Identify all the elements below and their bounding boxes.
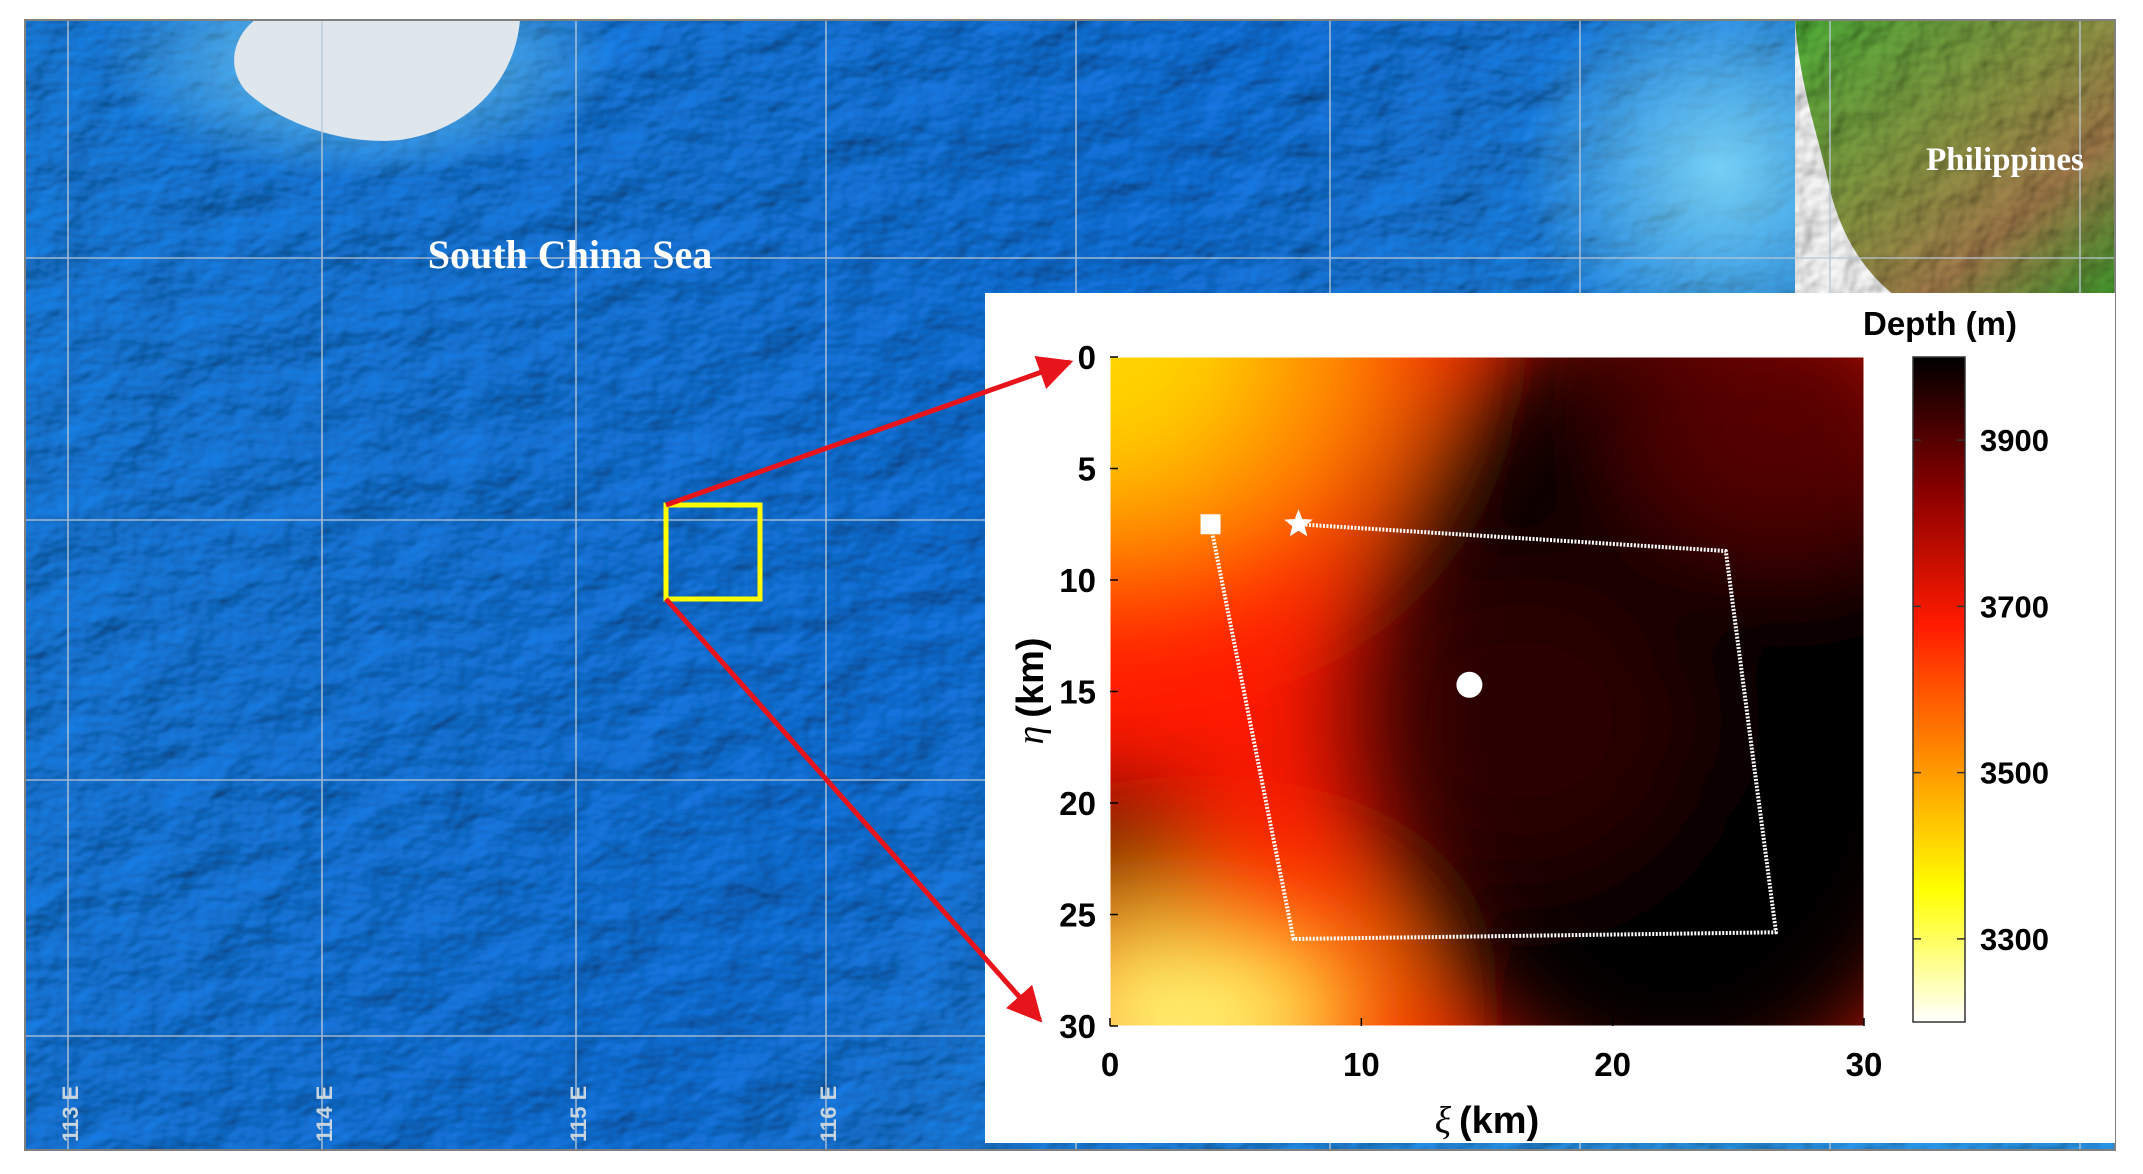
longitude-label: 113 E <box>58 1086 83 1142</box>
xi-symbol: ξ <box>1435 1100 1452 1142</box>
longitude-label: 115 E <box>566 1086 591 1142</box>
survey-track-layer <box>1200 509 1778 941</box>
x-unit: (km) <box>1459 1100 1539 1142</box>
sea-label: South China Sea <box>428 232 713 277</box>
x-axis-label: ξ (km) <box>1435 1100 1540 1142</box>
depth-heatmap <box>1110 357 1864 1026</box>
colorbar-tick-label: 3300 <box>1980 922 2049 957</box>
survey-track <box>1208 522 1778 941</box>
y-axis-label: η (km) <box>1010 637 1052 744</box>
star-marker <box>1284 509 1313 537</box>
center-circle-marker <box>1456 671 1483 698</box>
y-tick-label: 5 <box>1078 451 1096 488</box>
eta-symbol: η <box>1010 726 1052 745</box>
country-label: Philippines <box>1926 142 2084 178</box>
colorbar-tick-label: 3900 <box>1980 423 2049 458</box>
colorbar-ticks: 3900 3700 3500 3300 <box>1913 423 2049 957</box>
x-axis-ticks: 0 10 20 30 <box>1101 1018 1883 1083</box>
x-tick-label: 30 <box>1846 1046 1883 1083</box>
x-tick-label: 10 <box>1343 1046 1380 1083</box>
start-square-marker <box>1200 514 1221 535</box>
y-tick-label: 30 <box>1059 1008 1096 1045</box>
zoom-arrow-top <box>665 356 1074 508</box>
colorbar-tick-label: 3700 <box>1980 589 2049 624</box>
x-tick-label: 20 <box>1594 1046 1631 1083</box>
longitude-label: 114 E <box>312 1086 337 1142</box>
study-area-box <box>663 502 763 602</box>
zoom-arrow-bottom <box>664 597 1043 1023</box>
y-tick-label: 10 <box>1059 562 1096 599</box>
colorbar-tick-label: 3500 <box>1980 756 2049 791</box>
y-tick-label: 0 <box>1078 339 1096 376</box>
y-tick-label: 25 <box>1059 897 1096 934</box>
y-axis-ticks: 0 5 10 15 20 25 30 <box>1059 339 1118 1045</box>
longitude-labels: 113 E 114 E 115 E 116 E <box>58 1086 841 1142</box>
philippines-land <box>1795 20 2115 300</box>
y-tick-label: 20 <box>1059 785 1096 822</box>
longitude-label: 116 E <box>816 1086 841 1142</box>
x-tick-label: 0 <box>1101 1046 1119 1083</box>
y-unit: (km) <box>1010 637 1052 717</box>
colorbar-title: Depth (m) <box>1863 305 2017 342</box>
y-tick-label: 15 <box>1059 674 1096 711</box>
reef-island <box>234 20 520 141</box>
colorbar <box>1912 356 1966 1023</box>
